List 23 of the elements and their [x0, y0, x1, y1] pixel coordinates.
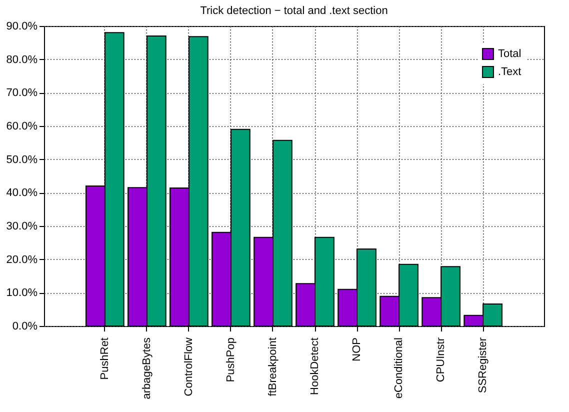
y-tick-label: 90.0%	[6, 20, 38, 32]
y-tick-label: 20.0%	[6, 254, 38, 266]
y-tick-label: 10.0%	[6, 287, 38, 300]
x-tick-label: ftBreakpoint	[266, 338, 279, 396]
y-tick-label: 0.0%	[12, 320, 38, 332]
x-tick-label: eConditional	[393, 338, 406, 399]
y-tick-label: 40.0%	[6, 187, 38, 200]
x-tick-label: PushPop	[224, 338, 237, 382]
chart-title: Trick detection − total and .text section	[200, 5, 388, 17]
legend-label: .Text	[498, 66, 522, 78]
x-tick-label: PushRet	[98, 338, 111, 380]
x-tick-label: CPUInstr	[435, 337, 448, 382]
x-tick-label: arbageBytes	[140, 337, 153, 400]
x-tick-label: SSRegister	[477, 337, 490, 394]
y-tick-label: 70.0%	[6, 87, 38, 100]
x-tick-label: HookDetect	[309, 338, 322, 395]
y-tick-label: 30.0%	[6, 220, 38, 232]
x-tick-label: ControlFlow	[182, 337, 195, 396]
y-tick-label: 80.0%	[6, 54, 38, 66]
y-tick-label: 60.0%	[6, 120, 38, 132]
legend-label: Total	[498, 48, 522, 60]
x-tick-label: NOP	[351, 338, 364, 362]
y-tick-label: 50.0%	[6, 154, 38, 166]
